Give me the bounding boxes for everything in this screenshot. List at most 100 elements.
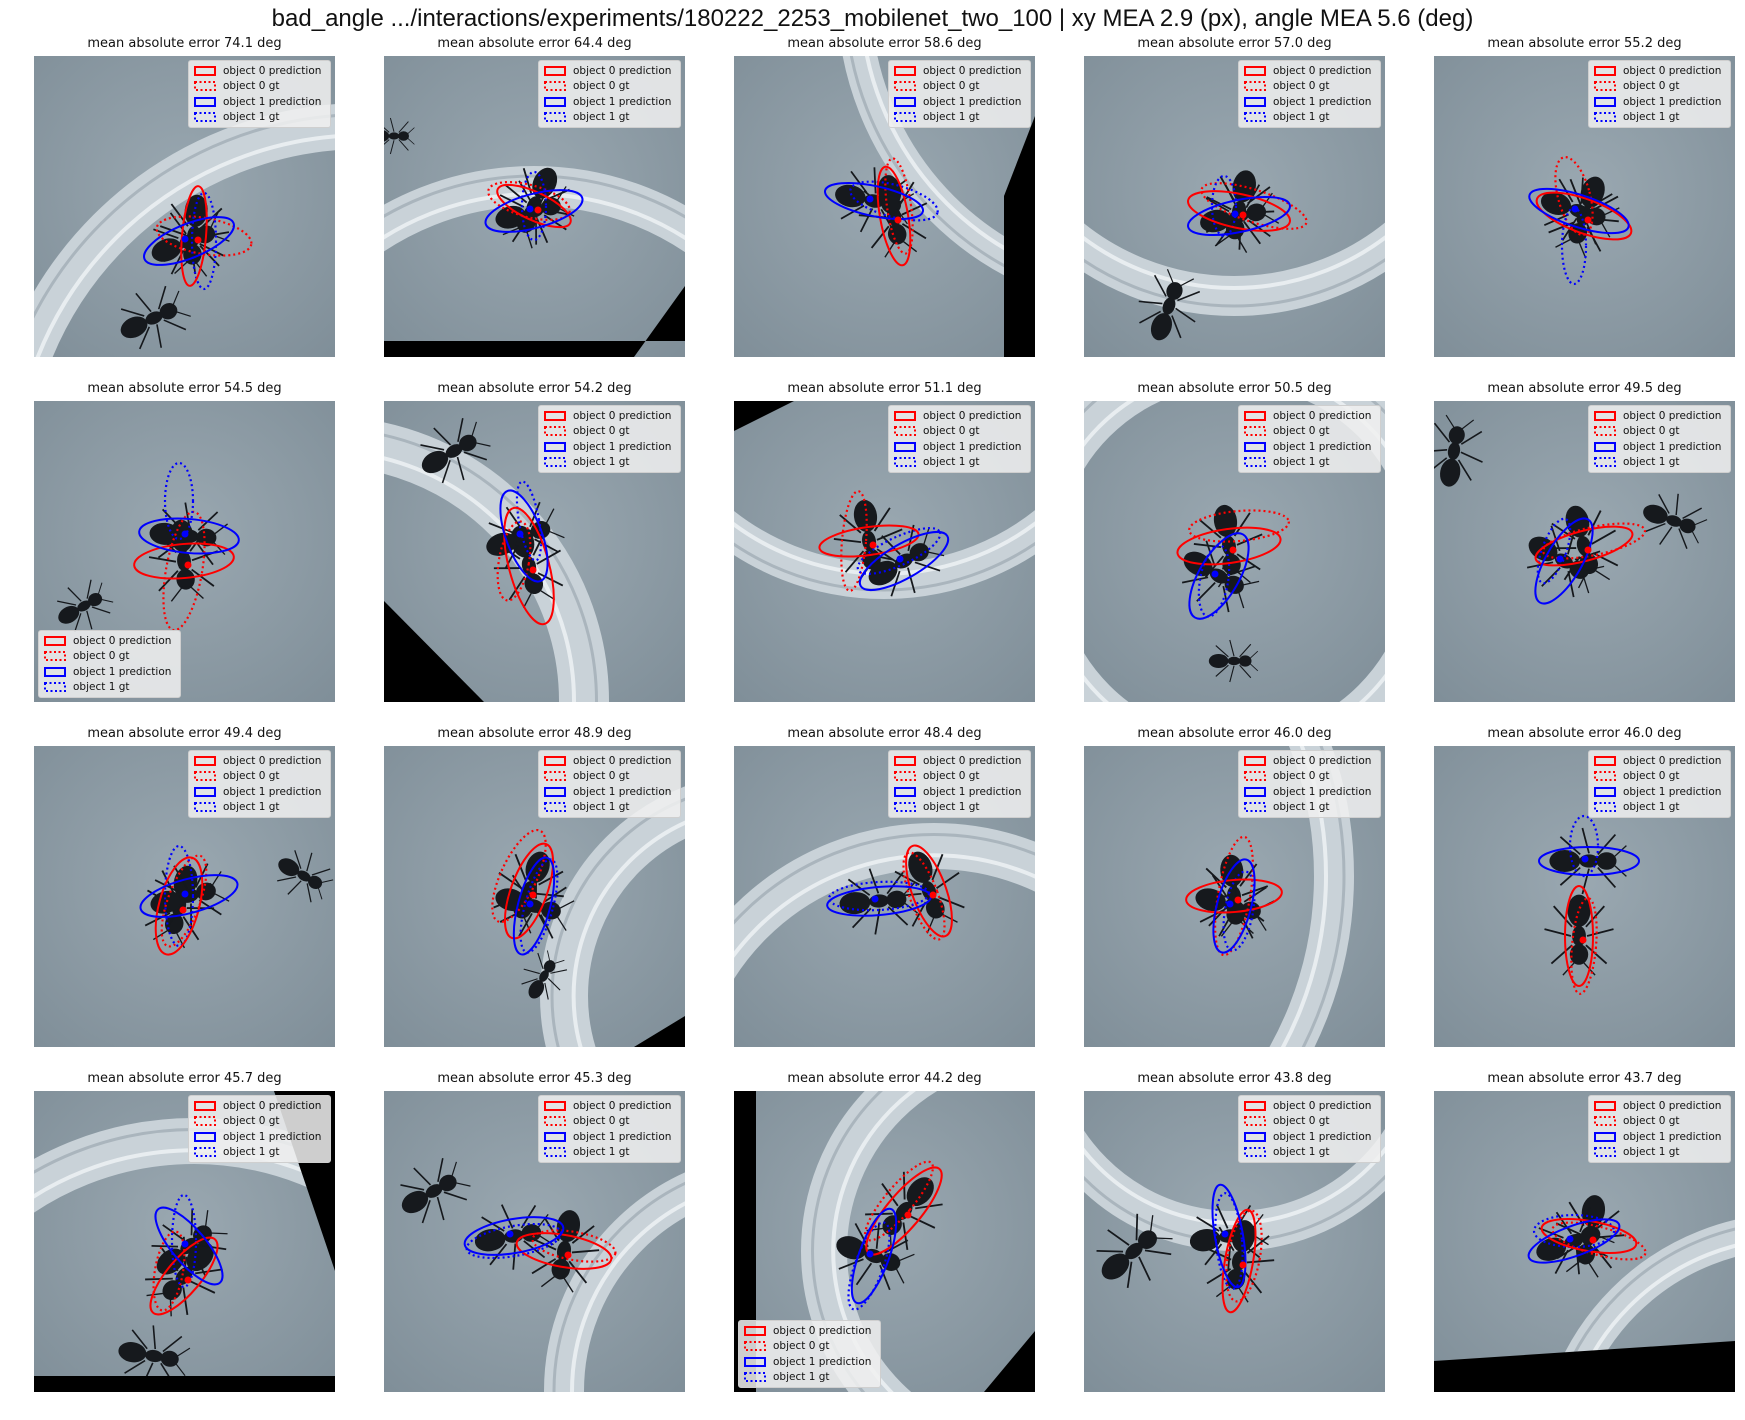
legend-swatch [544,1100,566,1111]
object-0-center-marker [894,216,902,224]
legend: object 0 prediction object 0 gt object 1 p… [538,1095,681,1163]
ant-other [57,579,114,632]
object-0-prediction-ellipse [1534,525,1634,567]
ant-object-1 [1195,872,1275,939]
legend-label: object 0 gt [1623,80,1680,93]
legend-swatch [1244,112,1266,123]
legend-entry: object 0 gt [1239,1114,1380,1130]
legend-label: object 0 gt [1623,770,1680,783]
legend-label: object 1 gt [1273,456,1330,469]
legend-entry: object 1 prediction [39,664,180,680]
ant-object-1 [839,868,919,935]
legend-entry: object 1 gt [889,110,1030,126]
legend-swatch [1594,426,1616,437]
object-0-center-marker [1239,1261,1247,1269]
legend-entry: object 0 gt [889,424,1030,440]
panel-title: mean absolute error 54.2 deg [437,381,632,396]
ant-object-1 [1536,1206,1615,1275]
legend-label: object 1 gt [1623,111,1680,124]
object-0-center-marker [564,1251,572,1259]
legend: object 0 prediction object 0 gt object 1 p… [538,750,681,818]
legend-label: object 0 gt [73,650,130,663]
arena-rim [384,422,609,702]
object-0-gt-ellipse [902,851,946,941]
legend-label: object 0 gt [223,770,280,783]
legend-swatch [194,65,216,76]
legend-label: object 1 prediction [1273,440,1372,453]
legend-swatch [1594,1100,1616,1111]
object-0-center-marker [1579,936,1587,944]
legend-entry: object 0 prediction [1239,1098,1380,1114]
object-0-center-marker [194,236,202,244]
legend-label: object 1 gt [73,681,130,694]
legend-swatch [894,81,916,92]
legend-label: object 0 gt [1623,425,1680,438]
object-0-center-marker [1584,216,1592,224]
object-1-center-marker [181,235,189,243]
object-1-center-marker [526,900,534,908]
object-1-center-marker [181,530,189,538]
object-0-prediction-ellipse [905,844,953,938]
legend-entry: object 1 prediction [189,1129,330,1145]
panel-title: mean absolute error 43.8 deg [1137,1071,1332,1086]
ant-image: object 0 prediction object 0 gt object 1 p… [1084,56,1385,357]
object-1-prediction-ellipse [1538,846,1640,876]
legend-label: object 0 gt [573,80,630,93]
panel-title: mean absolute error 43.7 deg [1487,1071,1682,1086]
object-0-prediction-ellipse [1564,885,1594,987]
legend: object 0 prediction object 0 gt object 1 p… [888,750,1031,818]
legend-swatch [1594,1116,1616,1127]
legend-entry: object 0 gt [1239,79,1380,95]
object-1-center-marker [1211,570,1219,578]
object-0-prediction-ellipse [1535,191,1633,241]
arena-rim [801,1091,938,1392]
object-1-prediction-ellipse [1188,532,1250,620]
legend-entry: object 1 gt [1239,455,1380,471]
legend-swatch [1594,771,1616,782]
object-1-prediction-ellipse [499,489,549,583]
legend-label: object 1 prediction [923,440,1022,453]
object-1-center-marker [1571,205,1579,213]
legend-entry: object 0 gt [189,1114,330,1130]
legend-swatch [194,1100,216,1111]
legend-entry: object 0 prediction [539,753,680,769]
legend-entry: object 1 gt [1239,1145,1380,1161]
ant-image: object 0 prediction object 0 gt object 1 p… [384,401,685,702]
legend-label: object 1 gt [923,456,980,469]
legend: object 0 prediction object 0 gt object 1 p… [1588,405,1731,473]
legend-entry: object 0 gt [1589,769,1730,785]
legend-label: object 1 gt [1273,801,1330,814]
legend-label: object 0 prediction [773,1324,872,1337]
legend-swatch [1244,410,1266,421]
object-0-center-marker [529,566,537,574]
ant-other [1643,493,1708,549]
object-0-gt-ellipse [487,181,571,221]
legend-swatch [1594,81,1616,92]
legend-swatch [194,1147,216,1158]
legend-entry: object 1 gt [1589,110,1730,126]
object-0-center-marker [529,891,537,899]
legend-swatch [1594,1147,1616,1158]
legend: object 0 prediction object 0 gt object 1 p… [188,60,331,128]
legend-swatch [544,1147,566,1158]
object-1-gt-ellipse [519,858,559,954]
legend-label: object 1 prediction [223,95,322,108]
object-1-center-marker [1556,555,1564,563]
legend-label: object 0 gt [1273,1115,1330,1128]
panel-title: mean absolute error 45.3 deg [437,1071,632,1086]
legend-swatch [1244,65,1266,76]
object-0-prediction-ellipse [496,183,572,229]
legend-label: object 0 prediction [1273,64,1372,77]
object-1-center-marker [1221,1230,1229,1238]
legend-swatch [544,1131,566,1142]
ant-image: object 0 prediction object 0 gt object 1 p… [1434,746,1735,1047]
object-0-center-marker [1239,211,1247,219]
ant-other [1208,639,1259,683]
legend-label: object 1 prediction [1623,95,1722,108]
legend-entry: object 1 prediction [1589,94,1730,110]
legend-swatch [544,441,566,452]
object-0-gt-ellipse [1541,522,1647,560]
legend-label: object 1 prediction [1273,1130,1372,1143]
legend: object 0 prediction object 0 gt object 1 p… [1238,750,1381,818]
legend-swatch [194,81,216,92]
